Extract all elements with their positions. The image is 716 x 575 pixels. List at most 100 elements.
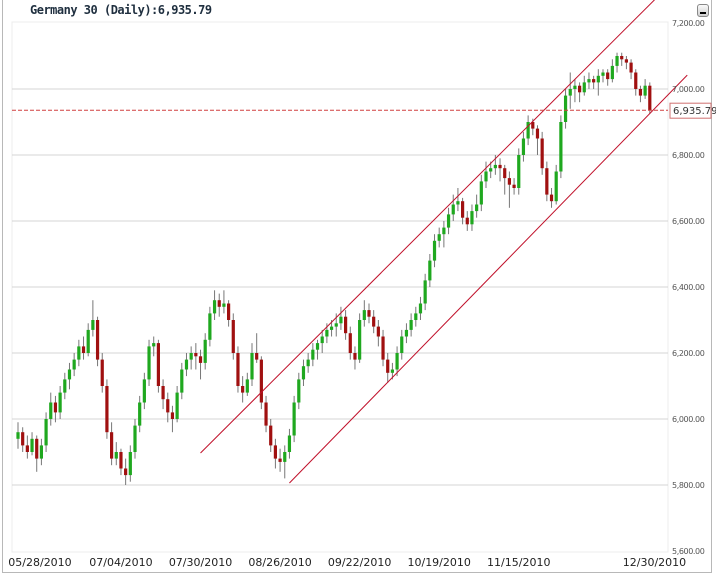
y-tick-label: 6,200.00 <box>672 349 705 358</box>
candle-down <box>578 85 582 93</box>
candle-up <box>568 89 572 96</box>
candle-up <box>114 452 118 459</box>
candle-down <box>161 386 165 400</box>
candle-down <box>545 168 549 195</box>
candle-down <box>269 425 273 446</box>
candle-up <box>390 369 394 373</box>
candle-down <box>35 438 39 459</box>
candle-down <box>634 72 638 89</box>
candle-down <box>241 386 245 393</box>
candle-up <box>175 392 179 419</box>
x-tick-label: 07/30/2010 <box>169 556 232 569</box>
candle-up <box>563 95 568 122</box>
candle-up <box>222 303 226 307</box>
y-tick-label: 6,000.00 <box>672 415 705 424</box>
candle-down <box>53 402 58 413</box>
candle-up <box>315 343 320 350</box>
candle-down <box>231 320 235 353</box>
candle-up <box>451 204 455 215</box>
candle-down <box>592 79 596 83</box>
candle-up <box>395 353 399 370</box>
candle-up <box>30 438 34 452</box>
candle-down <box>372 316 376 327</box>
candle-up <box>456 201 460 205</box>
candle-up <box>311 349 315 360</box>
last-price-label: 6,935.79 <box>673 106 716 117</box>
candle-up <box>301 366 306 380</box>
candle-down <box>198 356 203 363</box>
candle-down <box>498 164 502 169</box>
candle-down <box>503 168 507 179</box>
candle-down <box>353 353 357 360</box>
candle-down <box>25 445 29 452</box>
candle-down <box>512 184 516 188</box>
candle-up <box>442 227 446 235</box>
candle-up <box>250 353 254 380</box>
x-tick-label: 09/22/2010 <box>328 556 391 569</box>
candle-up <box>44 419 48 446</box>
candle-down <box>531 122 535 129</box>
candle-up <box>582 82 586 93</box>
y-tick-label: 7,200.00 <box>672 19 705 28</box>
y-tick-label: 6,600.00 <box>672 217 705 226</box>
candle-down <box>648 85 652 111</box>
candle-down <box>81 346 86 353</box>
candle-up <box>362 310 366 320</box>
candle-down <box>259 359 263 403</box>
candle-down <box>105 386 109 433</box>
y-tick-label: 5,800.00 <box>672 481 705 490</box>
candle-down <box>624 59 628 63</box>
candle-up <box>128 452 132 476</box>
candle-up <box>423 280 427 304</box>
x-tick-label: 08/26/2010 <box>248 556 311 569</box>
candle-up <box>554 171 558 202</box>
candle-up <box>67 369 72 380</box>
candle-up <box>334 323 338 327</box>
candle-down <box>264 402 268 426</box>
candle-down <box>638 89 643 96</box>
trendline <box>200 0 655 454</box>
candle-up <box>358 320 362 360</box>
candle-up <box>414 313 418 320</box>
candle-up <box>16 432 20 439</box>
candle-down <box>376 326 380 337</box>
candle-up <box>404 329 409 337</box>
candle-down <box>507 178 511 185</box>
candle-up <box>409 320 413 330</box>
candle-down <box>156 343 160 386</box>
candle-up <box>63 379 67 393</box>
candle-up <box>306 359 310 367</box>
candle-up <box>526 122 530 139</box>
candle-up <box>587 79 591 83</box>
candle-up <box>446 214 451 228</box>
candle-down <box>629 62 633 73</box>
last-price-box <box>669 102 712 119</box>
candle-down <box>273 445 277 459</box>
candle-up <box>86 329 90 353</box>
y-tick-label: 6,400.00 <box>672 283 705 292</box>
candle-down <box>166 399 170 413</box>
candle-down <box>21 432 25 446</box>
minimize-button[interactable] <box>697 4 709 17</box>
candle-up <box>91 320 95 330</box>
candle-up <box>521 138 526 155</box>
candle-up <box>287 435 292 452</box>
candle-up <box>400 336 404 353</box>
candle-up <box>615 56 619 66</box>
x-tick-label: 07/04/2010 <box>89 556 152 569</box>
candle-down <box>465 217 469 225</box>
candle-up <box>573 85 577 89</box>
x-tick-label: 12/30/2010 <box>623 556 686 569</box>
candle-up <box>212 300 217 314</box>
y-tick-label: 7,000.00 <box>672 85 705 94</box>
candle-down <box>367 310 371 317</box>
candle-up <box>475 204 479 212</box>
candle-down <box>119 452 123 469</box>
candle-up <box>517 155 521 188</box>
candle-up <box>437 234 441 241</box>
chart-title: Germany 30 (Daily):6,935.79 <box>30 3 212 17</box>
candle-up <box>283 452 287 462</box>
candle-up <box>470 211 474 225</box>
